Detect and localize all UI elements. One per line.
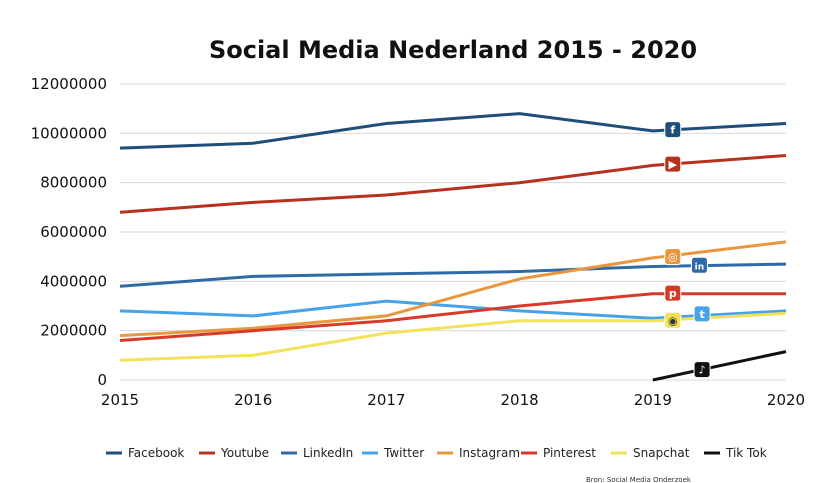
x-tick-label: 2015	[101, 391, 139, 409]
legend-label: Facebook	[128, 446, 184, 460]
legend-label: Snapchat	[633, 446, 690, 460]
svg-text:◎: ◎	[668, 251, 678, 264]
y-axis-tick-labels: 0 2000000 4000000 6000000 8000000 10000000 120…	[31, 75, 107, 389]
legend-item: Pinterest	[521, 446, 596, 460]
series-line-youtube	[119, 154, 787, 214]
svg-text:p: p	[669, 287, 677, 300]
y-tick-label: 2000000	[40, 322, 107, 340]
youtube-icon: ▶	[664, 155, 682, 173]
series-line-tik-tok	[652, 350, 787, 382]
y-tick-label: 4000000	[40, 272, 107, 290]
x-axis-tick-labels: 2015 2016 2017 2018 2019 2020	[101, 391, 805, 409]
twitter-icon: t	[693, 305, 711, 323]
legend-label: Youtube	[220, 446, 269, 460]
series-line-facebook	[119, 112, 787, 150]
snapchat-icon: ◉	[664, 311, 682, 329]
source-note: Bron: Social Media Onderzoek	[586, 476, 692, 483]
series-line-instagram	[119, 240, 787, 338]
legend-item: Twitter	[362, 446, 424, 460]
legend-item: Facebook	[106, 446, 184, 460]
x-tick-label: 2020	[767, 391, 805, 409]
y-tick-label: 6000000	[40, 223, 107, 241]
legend-item: Youtube	[199, 446, 269, 460]
y-tick-label: 8000000	[40, 174, 107, 192]
y-tick-label: 0	[97, 371, 107, 389]
legend-item: Tik Tok	[704, 446, 767, 460]
y-tick-label: 10000000	[31, 124, 107, 142]
series-icons: f ▶ in t ◎ p ◉ ♪	[664, 121, 711, 379]
series-line-twitter	[119, 299, 787, 320]
facebook-icon: f	[664, 121, 682, 139]
series-line-snapchat	[119, 311, 787, 362]
legend: Facebook Youtube LinkedIn Twitter Instagram P…	[106, 446, 767, 460]
legend-item: Snapchat	[611, 446, 690, 460]
legend-label: Instagram	[459, 446, 520, 460]
x-tick-label: 2016	[234, 391, 272, 409]
svg-text:◉: ◉	[668, 314, 678, 327]
tiktok-icon: ♪	[693, 361, 711, 379]
legend-label: Twitter	[383, 446, 424, 460]
svg-text:f: f	[670, 124, 675, 137]
x-tick-label: 2017	[367, 391, 405, 409]
legend-label: Tik Tok	[725, 446, 767, 460]
pinterest-icon: p	[664, 284, 682, 302]
svg-text:▶: ▶	[669, 158, 678, 171]
series-lines	[119, 112, 787, 382]
chart-title: Social Media Nederland 2015 - 2020	[209, 36, 697, 64]
series-line-linkedin	[119, 262, 787, 288]
instagram-icon: ◎	[664, 248, 682, 266]
x-tick-label: 2019	[634, 391, 672, 409]
svg-text:♪: ♪	[699, 364, 706, 377]
y-tick-label: 12000000	[31, 75, 107, 93]
svg-text:in: in	[695, 262, 705, 272]
legend-item: Instagram	[437, 446, 520, 460]
linkedin-icon: in	[690, 256, 708, 274]
legend-label: LinkedIn	[303, 446, 353, 460]
legend-label: Pinterest	[543, 446, 596, 460]
legend-item: LinkedIn	[281, 446, 353, 460]
svg-text:t: t	[699, 308, 704, 321]
x-tick-label: 2018	[501, 391, 539, 409]
